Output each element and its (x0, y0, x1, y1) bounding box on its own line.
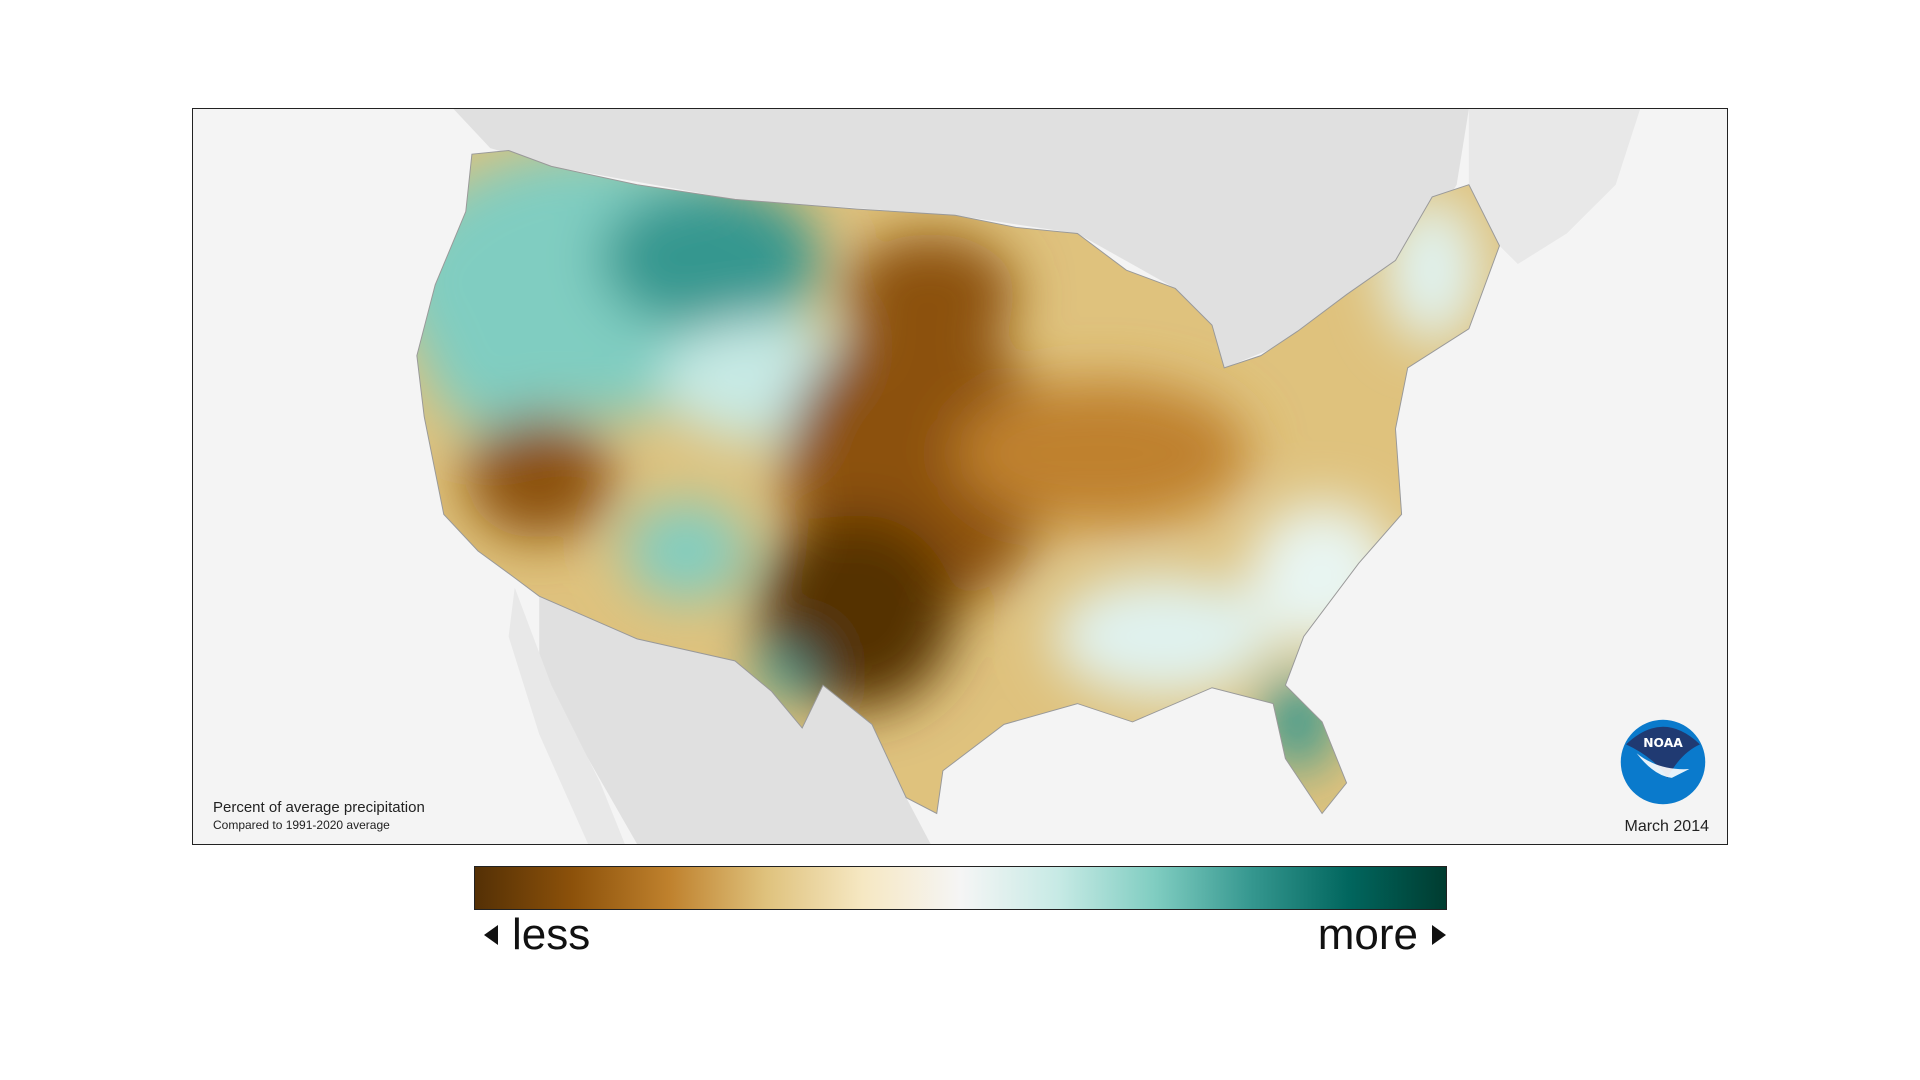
color-scale-bar (474, 866, 1447, 910)
caption-title: Percent of average precipitation (213, 799, 425, 816)
less-text: less (512, 910, 591, 959)
map-caption: Percent of average precipitation Compare… (213, 799, 425, 832)
canada-landmass (453, 109, 1641, 368)
caption-subtitle: Compared to 1991-2020 average (213, 818, 390, 832)
map-frame: Percent of average precipitation Compare… (192, 108, 1728, 845)
mexico-landmass (508, 587, 931, 844)
precipitation-map (416, 109, 1641, 844)
left-arrow-icon (484, 925, 498, 945)
less-label: less (484, 910, 590, 960)
noaa-logo: NOAA (1620, 719, 1706, 805)
svg-text:NOAA: NOAA (1643, 736, 1683, 750)
more-label: more (1318, 910, 1446, 960)
right-arrow-icon (1432, 925, 1446, 945)
map-date: March 2014 (1624, 818, 1710, 835)
more-text: more (1317, 910, 1418, 959)
